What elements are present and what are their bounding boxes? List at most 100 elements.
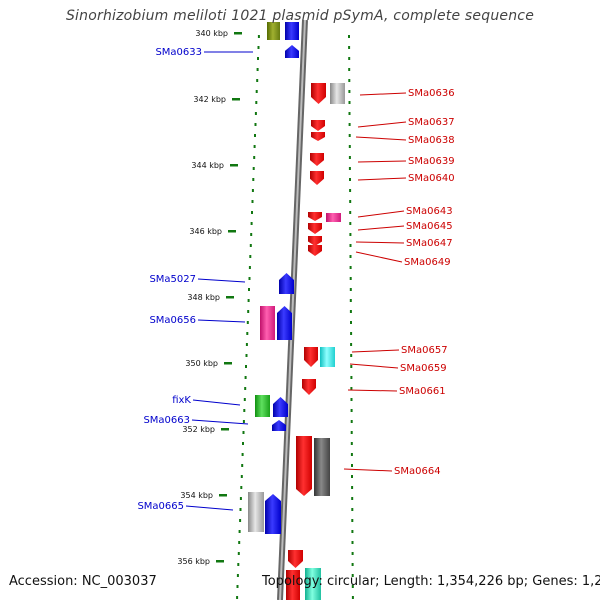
tick-dot	[243, 409, 246, 412]
gene-label-reverse: SMa0640	[408, 173, 455, 184]
tick-dot	[254, 112, 257, 115]
gene-label-reverse: SMa0657	[401, 345, 448, 356]
tick-dot	[348, 134, 351, 137]
scale-tick	[221, 428, 229, 431]
tick-dot	[351, 596, 354, 599]
tick-dot	[351, 508, 354, 511]
leader-line	[197, 278, 246, 283]
tick-dot	[256, 68, 259, 71]
tick-dot	[348, 123, 351, 126]
leader-line	[185, 505, 234, 511]
tick-dot	[245, 343, 248, 346]
gene-shape	[311, 120, 325, 131]
tick-dot	[348, 35, 350, 38]
tick-dot	[240, 486, 243, 489]
gene-labels: SMa0633 SMa5027 SMa0656 fixK SMa0663 SMa0665 S…	[137, 47, 454, 512]
tick-dot	[348, 101, 351, 104]
leader-line	[357, 225, 405, 231]
backbone-highlight	[279, 19, 306, 601]
tick-dot	[246, 321, 249, 324]
leader-line	[197, 319, 246, 323]
tick-dot	[244, 387, 247, 390]
gene-label-reverse: SMa0664	[394, 466, 441, 477]
gene-shape	[311, 132, 325, 141]
scale-label: 340 kbp	[195, 29, 228, 38]
gene-label-forward: fixK	[172, 395, 191, 406]
tick-dot	[249, 244, 252, 247]
tick-dot	[248, 266, 251, 269]
tick-dot	[349, 178, 351, 181]
tick-dot	[350, 343, 353, 346]
tick-dot	[351, 585, 354, 588]
gene-shape	[308, 236, 322, 246]
gene-shape	[273, 397, 288, 417]
tick-dot	[349, 233, 352, 236]
tick-dot	[247, 310, 250, 313]
gene-shape	[308, 245, 322, 256]
tick-dot	[239, 497, 242, 500]
scale-tick	[234, 32, 242, 35]
tick-dot	[238, 530, 241, 533]
label-leaders	[185, 51, 407, 511]
tick-dot	[236, 585, 239, 588]
gene-shape	[288, 550, 303, 568]
leader-line	[349, 363, 399, 369]
tick-dot	[349, 277, 352, 280]
gene-shape	[277, 306, 292, 340]
tick-dot	[349, 211, 352, 214]
tick-dot	[248, 288, 250, 291]
tick-dot	[253, 156, 256, 159]
tick-dot	[239, 508, 242, 511]
tick-dot	[348, 68, 351, 71]
tick-dot	[348, 156, 351, 159]
gene-label-reverse: SMa0643	[406, 206, 453, 217]
gene-label-reverse: SMa0649	[404, 257, 451, 268]
gene-label-reverse: SMa0647	[406, 238, 453, 249]
tick-dot	[350, 453, 353, 456]
scale-label: 356 kbp	[177, 557, 210, 566]
gene-label-forward: SMa0663	[143, 415, 190, 426]
tick-dot	[246, 332, 249, 335]
scale-label: 346 kbp	[189, 227, 222, 236]
tick-dot	[253, 145, 256, 148]
tick-dot	[350, 387, 353, 390]
gene-shape	[255, 395, 270, 417]
tick-dot	[350, 442, 353, 445]
leader-line	[357, 121, 407, 128]
gene-shape	[267, 22, 280, 40]
tick-dot	[348, 145, 351, 148]
scale-tick	[230, 164, 238, 167]
scale-label: 344 kbp	[191, 161, 224, 170]
gene-label-reverse: SMa0645	[406, 221, 453, 232]
leader-line	[359, 92, 407, 96]
gene-shape	[305, 568, 321, 600]
tick-dot	[237, 552, 240, 555]
gene-shape	[285, 22, 299, 40]
tick-dot	[255, 90, 258, 93]
gene-shape	[302, 379, 316, 395]
leader-line	[357, 177, 407, 181]
gene-shape	[304, 347, 318, 367]
scale-tick	[219, 494, 227, 497]
leader-line	[343, 468, 393, 472]
tick-dot	[350, 420, 353, 423]
tick-dot	[239, 519, 242, 522]
backbone-layer	[277, 19, 308, 601]
gene-features	[248, 22, 345, 600]
tick-dot	[248, 277, 251, 280]
gene-shape	[260, 306, 275, 340]
scale-label: 348 kbp	[187, 293, 220, 302]
tick-dot	[348, 46, 351, 49]
gene-shape	[311, 83, 326, 104]
tick-dot	[242, 420, 245, 423]
leader-line	[355, 136, 407, 141]
tick-dot	[249, 255, 252, 258]
accession-text: Accession: NC_003037	[9, 574, 157, 589]
tick-dot	[250, 233, 253, 236]
leader-line	[355, 251, 403, 263]
gene-label-reverse: SMa0661	[399, 386, 446, 397]
tick-dot	[350, 332, 353, 335]
tick-dot	[254, 134, 256, 137]
tick-dot	[348, 90, 351, 93]
